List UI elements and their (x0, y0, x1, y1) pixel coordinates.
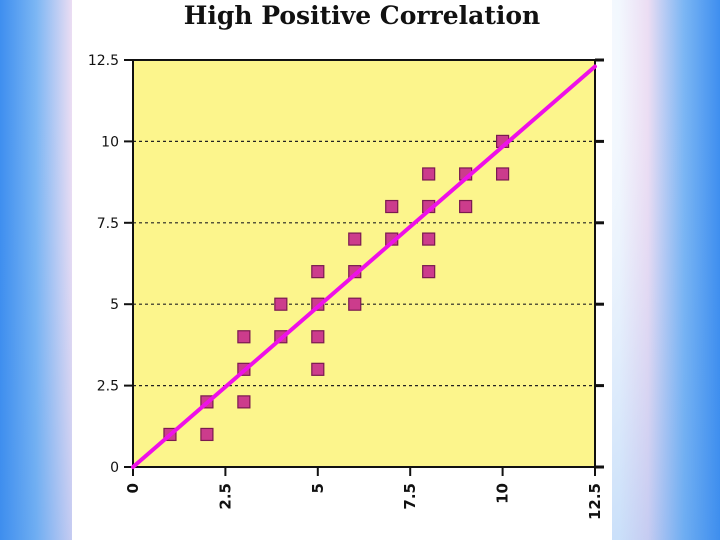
scatter-chart: High Positive Correlation 0 2.5 5 7.5 10 12.5… (88, 1, 604, 520)
y-tick-label: 12.5 (88, 53, 119, 69)
data-point (459, 199, 473, 214)
x-tick-label: 12.5 (586, 483, 604, 520)
x-tick-label: 5 (309, 483, 327, 493)
plot-border (132, 59, 596, 468)
data-point (348, 232, 362, 246)
y-tick-label: 2.5 (97, 379, 119, 395)
x-tick-label: 7.5 (401, 483, 419, 510)
data-point (311, 265, 325, 279)
trend-line (131, 64, 597, 469)
y-tick-label: 10 (101, 134, 119, 150)
y-tick-label: 7.5 (97, 216, 119, 232)
data-point (422, 232, 436, 246)
data-point (385, 199, 399, 214)
data-point (422, 167, 436, 181)
y-tick-label: 0 (110, 460, 119, 476)
data-point (348, 297, 362, 311)
y-tick-label: 5 (110, 297, 119, 313)
data-point (237, 330, 251, 344)
data-point (237, 395, 251, 409)
chart-panel: High Positive Correlation 0 2.5 5 7.5 10 12.5… (72, 0, 612, 540)
data-point (200, 427, 214, 442)
data-point (311, 330, 325, 344)
x-tick-label: 0 (124, 483, 142, 493)
data-point (274, 297, 288, 311)
x-tick-label: 2.5 (216, 483, 234, 510)
chart-title: High Positive Correlation (184, 1, 540, 30)
x-tick-label: 10 (494, 483, 512, 504)
data-point (496, 167, 510, 181)
data-point (422, 265, 436, 279)
data-point (311, 362, 325, 376)
